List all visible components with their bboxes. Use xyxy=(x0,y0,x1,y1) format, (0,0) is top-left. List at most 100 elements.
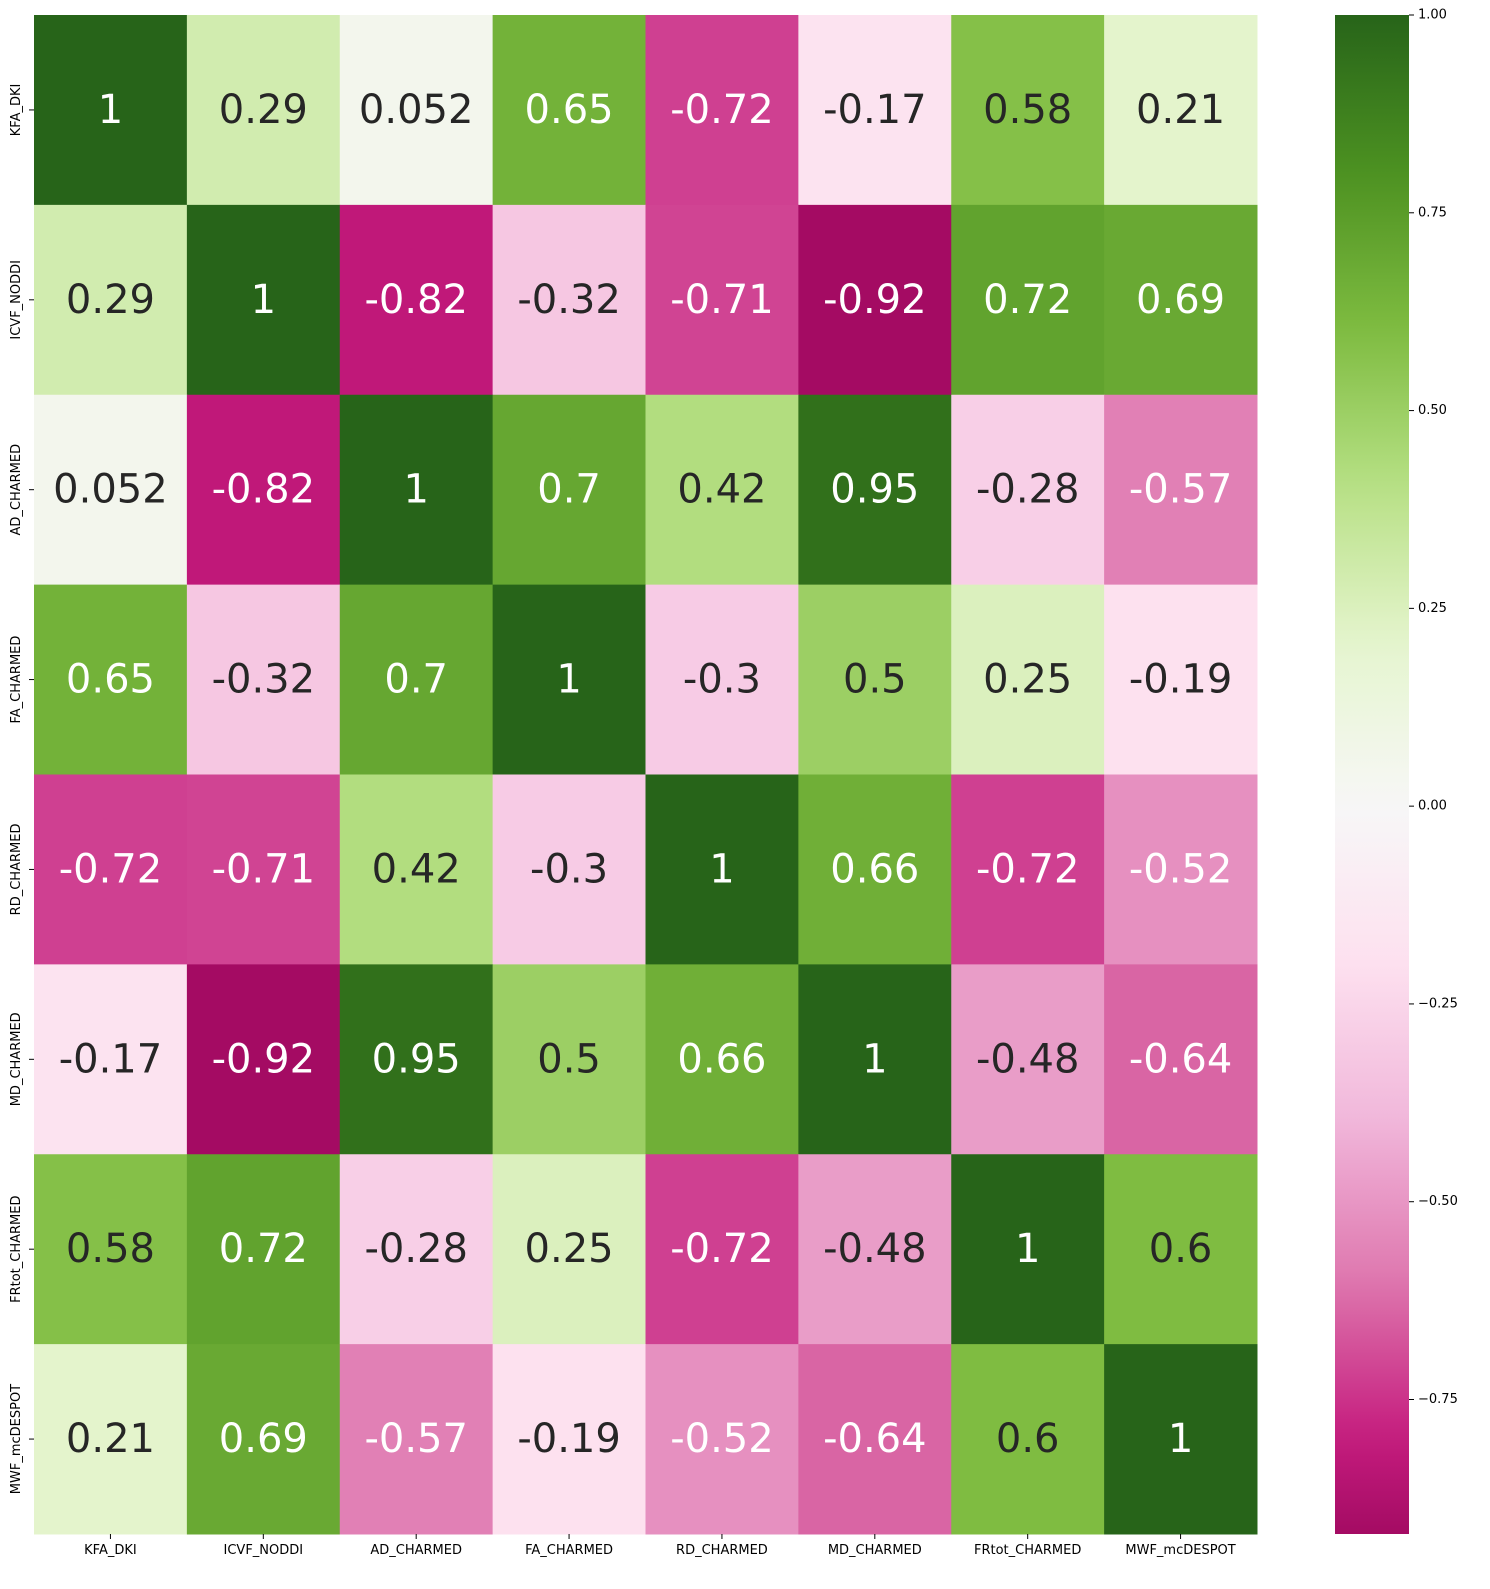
cell-value-label: 0.6 xyxy=(1149,1226,1213,1272)
cell-value-label: -0.71 xyxy=(212,846,316,892)
heatmap-cell xyxy=(645,1154,799,1345)
cell-value-label: -0.32 xyxy=(212,657,316,703)
heatmap-cell xyxy=(186,1344,341,1535)
cell-value-label: 0.29 xyxy=(66,277,155,323)
cell-value-label: 0.66 xyxy=(830,846,919,892)
heatmap-cell xyxy=(492,204,646,396)
cell-value-label: -0.19 xyxy=(1129,657,1233,703)
x-axis: KFA_DKI ICVF_NODDI AD_CHARMED FA_CHARMED RD_… xyxy=(84,1534,1236,1558)
x-tick-label: KFA_DKI xyxy=(84,1543,137,1558)
cell-value-label: 0.052 xyxy=(53,467,168,513)
heatmap-cell xyxy=(798,204,952,396)
cell-value-label: 1 xyxy=(1015,1226,1040,1272)
heatmap-cell xyxy=(186,774,341,965)
cell-value-label: -0.64 xyxy=(823,1416,927,1462)
cell-value-label: -0.3 xyxy=(530,846,608,892)
heatmap-cell xyxy=(339,584,494,775)
colorbar-tick-label: −0.25 xyxy=(1418,996,1458,1011)
heatmap-cell xyxy=(798,1154,952,1345)
cell-value-label: -0.72 xyxy=(59,846,163,892)
cell-value-label: 0.65 xyxy=(66,657,155,703)
y-tick-label: FA_CHARMED xyxy=(9,636,24,724)
cell-value-label: 0.21 xyxy=(1136,87,1225,133)
heatmap-cell xyxy=(951,774,1105,965)
cell-value-label: 0.21 xyxy=(66,1416,155,1462)
cell-value-label: 0.95 xyxy=(830,467,919,513)
heatmap-cell xyxy=(645,774,799,965)
heatmap-cell xyxy=(951,394,1105,586)
heatmap-cell xyxy=(1104,1344,1258,1535)
y-tick-label: KFA_DKI xyxy=(9,84,24,137)
heatmap-cell xyxy=(34,584,188,775)
cell-value-label: 1 xyxy=(1168,1416,1193,1462)
heatmap-cell xyxy=(1104,394,1258,586)
cell-value-label: -0.17 xyxy=(823,87,927,133)
cell-value-label: 0.29 xyxy=(219,87,308,133)
cell-value-label: 0.5 xyxy=(537,1036,601,1082)
cell-value-label: -0.92 xyxy=(212,1036,316,1082)
heatmap-cell xyxy=(34,394,188,586)
cell-value-label: 0.052 xyxy=(359,87,474,133)
cell-value-label: -0.48 xyxy=(823,1226,927,1272)
heatmap-cell xyxy=(645,204,799,396)
heatmap-cell xyxy=(1104,15,1258,206)
x-tick-label: RD_CHARMED xyxy=(676,1543,768,1558)
heatmap-cell xyxy=(186,964,341,1155)
colorbar xyxy=(1335,15,1409,1534)
x-tick-label: FA_CHARMED xyxy=(525,1543,613,1558)
heatmap-cell xyxy=(645,15,799,206)
heatmap-cell xyxy=(1104,1154,1258,1345)
cell-value-label: 1 xyxy=(98,87,123,133)
heatmap-cell xyxy=(492,1344,646,1535)
heatmap-cell xyxy=(34,774,188,965)
heatmap-cell xyxy=(34,15,188,206)
cell-value-label: -0.28 xyxy=(364,1226,468,1272)
colorbar-tick-label: −0.50 xyxy=(1418,1194,1458,1209)
y-tick-label: MWF_mcDESPOT xyxy=(9,1384,24,1494)
heatmap-cell xyxy=(186,584,341,775)
heatmap-cell xyxy=(339,964,494,1155)
heatmap-cell xyxy=(951,1154,1105,1345)
cell-value-label: 0.42 xyxy=(372,846,461,892)
cell-value-label: -0.48 xyxy=(976,1036,1080,1082)
y-tick-label: RD_CHARMED xyxy=(9,824,24,916)
cell-value-label: -0.82 xyxy=(364,277,468,323)
cell-value-label: 0.7 xyxy=(384,657,448,703)
heatmap-cell xyxy=(34,964,188,1155)
colorbar-axis: 1.00 0.75 0.50 0.25 0.00 −0.25 −0.50 −0.75 xyxy=(1409,8,1458,1407)
x-tick-label: MD_CHARMED xyxy=(828,1543,922,1558)
cell-value-label: 0.5 xyxy=(843,657,907,703)
cell-value-label: 0.6 xyxy=(996,1416,1060,1462)
heatmap-cell xyxy=(186,394,341,586)
cell-value-label: 0.7 xyxy=(537,467,601,513)
heatmap-cell xyxy=(1104,204,1258,396)
cell-value-label: -0.71 xyxy=(670,277,774,323)
heatmap-cell xyxy=(1104,964,1258,1155)
y-axis: KFA_DKI ICVF_NODDI AD_CHARMED FA_CHARMED RD_… xyxy=(9,84,34,1494)
cell-value-label: 0.58 xyxy=(983,87,1072,133)
heatmap-cell xyxy=(339,204,494,396)
heatmap-cell xyxy=(798,964,952,1155)
cell-value-label: 0.65 xyxy=(525,87,614,133)
heatmap-cell xyxy=(951,964,1105,1155)
heatmap-cell xyxy=(798,394,952,586)
cell-value-label: 1 xyxy=(403,467,428,513)
cell-value-label: 0.25 xyxy=(983,657,1072,703)
y-tick-label: FRtot_CHARMED xyxy=(9,1195,24,1302)
x-tick-label: MWF_mcDESPOT xyxy=(1125,1543,1235,1558)
cell-value-label: -0.72 xyxy=(670,87,774,133)
cell-value-label: -0.52 xyxy=(670,1416,774,1462)
heatmap-cell xyxy=(186,15,341,206)
heatmap-cell xyxy=(1104,774,1258,965)
cell-value-label: -0.28 xyxy=(976,467,1080,513)
heatmap-cell xyxy=(492,584,646,775)
heatmap-cell xyxy=(339,394,494,586)
cell-value-label: 0.69 xyxy=(1136,277,1225,323)
cell-value-label: -0.64 xyxy=(1129,1036,1233,1082)
y-tick-label: AD_CHARMED xyxy=(9,444,24,536)
y-tick-label: ICVF_NODDI xyxy=(9,260,24,340)
heatmap-cell xyxy=(951,15,1105,206)
cell-value-label: 0.42 xyxy=(677,467,766,513)
heatmap-cells xyxy=(34,15,1258,1535)
cell-value-label: -0.82 xyxy=(212,467,316,513)
